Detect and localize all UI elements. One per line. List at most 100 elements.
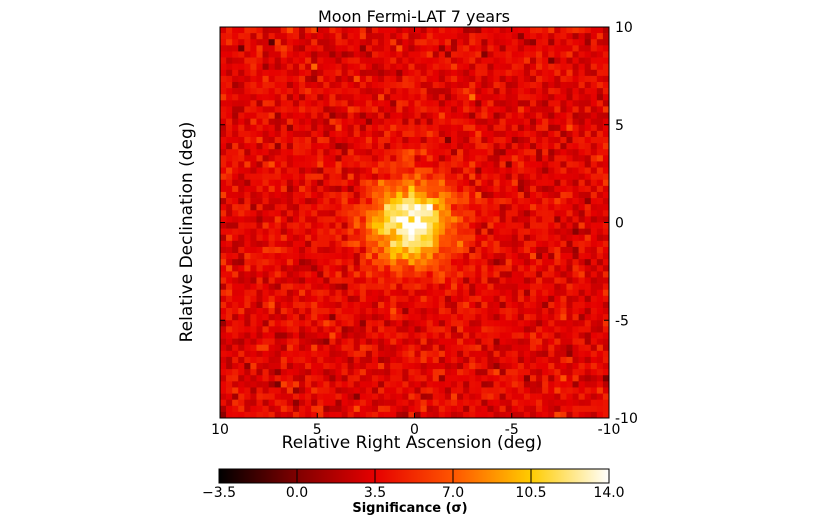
- heatmap-cell: [505, 344, 513, 352]
- heatmap-cell: [305, 369, 312, 376]
- heatmap-cell: [323, 399, 330, 407]
- heatmap-cell: [414, 289, 421, 297]
- heatmap-cell: [396, 277, 403, 284]
- heatmap-cell: [536, 39, 543, 46]
- heatmap-cell: [438, 234, 446, 242]
- heatmap-cell: [402, 118, 409, 126]
- heatmap-cell: [414, 283, 421, 291]
- heatmap-cell: [347, 277, 355, 284]
- colorbar-label: Significance (σ): [352, 501, 467, 516]
- heatmap-cell: [463, 326, 470, 333]
- heatmap-cell: [268, 69, 276, 77]
- heatmap-cell: [578, 314, 586, 321]
- heatmap-cell: [268, 161, 276, 168]
- heatmap-cell: [317, 185, 324, 193]
- heatmap-cell: [566, 375, 573, 382]
- heatmap-cell: [590, 326, 598, 333]
- heatmap-cell: [359, 161, 367, 168]
- heatmap-cell: [457, 240, 464, 248]
- heatmap-cell: [475, 173, 482, 181]
- heatmap-cell: [323, 259, 330, 266]
- heatmap-cell: [487, 222, 494, 229]
- heatmap-cell: [329, 283, 336, 291]
- heatmap-cell: [317, 387, 324, 394]
- heatmap-cell: [590, 185, 598, 193]
- heatmap-cell: [426, 167, 434, 174]
- heatmap-cell: [463, 88, 470, 95]
- heatmap-cell: [487, 240, 494, 248]
- heatmap-cell: [365, 75, 373, 83]
- heatmap-cell: [262, 216, 269, 223]
- heatmap-cell: [311, 271, 318, 278]
- heatmap-cell: [329, 88, 336, 95]
- heatmap-cell: [384, 143, 391, 150]
- heatmap-cell: [493, 387, 500, 394]
- heatmap-cell: [402, 161, 409, 168]
- heatmap-cell: [371, 295, 379, 303]
- heatmap-cell: [220, 308, 227, 315]
- heatmap-cell: [238, 246, 245, 254]
- heatmap-cell: [505, 295, 513, 303]
- heatmap-cell: [475, 210, 482, 217]
- heatmap-cell: [359, 210, 367, 217]
- heatmap-cell: [329, 118, 336, 126]
- heatmap-cell: [226, 143, 233, 150]
- heatmap-cell: [457, 234, 464, 242]
- heatmap-cell: [262, 81, 269, 89]
- heatmap-cell: [554, 240, 561, 248]
- heatmap-cell: [602, 88, 610, 95]
- heatmap-cell: [536, 289, 543, 297]
- heatmap-cell: [250, 381, 257, 388]
- heatmap-cell: [596, 259, 604, 266]
- heatmap-cell: [499, 326, 507, 333]
- heatmap-cell: [590, 271, 598, 278]
- heatmap-cell: [226, 149, 233, 156]
- heatmap-cell: [274, 332, 282, 339]
- heatmap-cell: [548, 369, 555, 376]
- heatmap-cell: [323, 143, 330, 150]
- heatmap-cell: [250, 295, 257, 303]
- heatmap-cell: [341, 94, 348, 101]
- heatmap-cell: [347, 234, 355, 242]
- heatmap-cell: [274, 314, 282, 321]
- heatmap-cell: [584, 363, 592, 370]
- heatmap-cell: [268, 308, 276, 315]
- heatmap-cell: [596, 399, 604, 407]
- heatmap-cell: [250, 356, 257, 364]
- heatmap-cell: [450, 332, 458, 339]
- heatmap-cell: [311, 356, 318, 364]
- heatmap-cell: [511, 405, 519, 413]
- heatmap-cell: [529, 69, 537, 77]
- heatmap-cell: [311, 88, 318, 95]
- heatmap-cell: [590, 198, 598, 205]
- heatmap-cell: [481, 198, 488, 205]
- heatmap-cell: [566, 246, 573, 254]
- heatmap-cell: [384, 118, 391, 126]
- heatmap-cell: [560, 39, 567, 46]
- heatmap-cell: [602, 271, 610, 278]
- heatmap-cell: [469, 136, 476, 144]
- heatmap-cell: [232, 259, 239, 266]
- heatmap-cell: [505, 63, 513, 71]
- heatmap-cell: [378, 57, 385, 65]
- heatmap-cell: [268, 381, 276, 388]
- heatmap-cell: [390, 69, 397, 77]
- heatmap-cell: [420, 246, 428, 254]
- heatmap-cell: [560, 314, 567, 321]
- heatmap-cell: [329, 161, 336, 168]
- heatmap-cell: [305, 216, 312, 223]
- heatmap-cell: [262, 308, 269, 315]
- heatmap-cell: [414, 411, 421, 419]
- heatmap-cell: [481, 88, 488, 95]
- heatmap-cell: [596, 143, 604, 150]
- heatmap-cell: [226, 33, 233, 40]
- heatmap-cell: [347, 271, 355, 278]
- heatmap-cell: [262, 344, 269, 352]
- heatmap-cell: [317, 198, 324, 205]
- heatmap-cell: [365, 271, 373, 278]
- heatmap-cell: [244, 308, 251, 315]
- heatmap-cell: [493, 204, 500, 211]
- heatmap-cell: [226, 45, 233, 52]
- heatmap-cell: [438, 265, 446, 272]
- heatmap-cell: [226, 265, 233, 272]
